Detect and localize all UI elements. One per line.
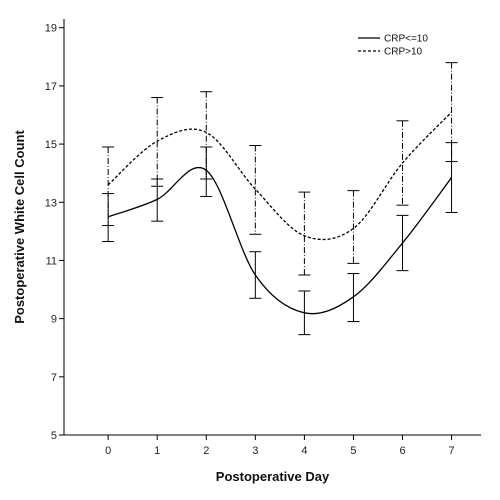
error-bar	[249, 145, 262, 235]
legend-label-crp-le-10: CRP<=10	[384, 34, 428, 45]
x-tick-label: 2	[203, 445, 209, 457]
x-tick-label: 6	[399, 445, 405, 457]
x-tick-label: 0	[105, 445, 111, 457]
y-tick-label: 9	[51, 314, 57, 326]
error-bar	[298, 290, 311, 336]
x-tick-label: 7	[449, 445, 455, 457]
y-tick-label: 5	[51, 430, 57, 442]
y-tick-label: 15	[45, 139, 57, 151]
y-tick-label: 17	[45, 81, 57, 93]
y-tick-label: 7	[51, 372, 57, 384]
axes: 5 7 9 11 13 15 17 19 0 1 2 3 4 5 6 7	[45, 19, 481, 457]
error-bars	[102, 62, 458, 336]
x-tick-label: 1	[154, 445, 160, 457]
legend-label-crp-gt-10: CRP>10	[384, 47, 423, 58]
error-bar	[445, 62, 458, 163]
error-bar	[151, 97, 164, 187]
error-bar	[347, 190, 360, 264]
y-tick-label: 19	[45, 23, 57, 35]
series-line-crp-gt-10	[107, 111, 453, 241]
error-bar	[200, 91, 213, 180]
x-tick-label: 5	[350, 445, 356, 457]
error-bar	[298, 191, 311, 276]
x-axis-title: Postoperative Day	[216, 469, 330, 484]
error-bar	[396, 214, 409, 272]
error-bar	[102, 146, 115, 227]
x-tick-label: 3	[252, 445, 258, 457]
error-bar	[249, 251, 262, 299]
y-tick-label: 11	[46, 255, 57, 267]
y-tick-label: 13	[45, 197, 57, 209]
legend: CRP<=10 CRP>10	[358, 34, 428, 58]
y-axis-title: Postoperative White Cell Count	[12, 130, 27, 324]
error-bar	[396, 120, 409, 206]
x-tick-label: 4	[301, 445, 307, 457]
error-bar	[347, 273, 360, 323]
